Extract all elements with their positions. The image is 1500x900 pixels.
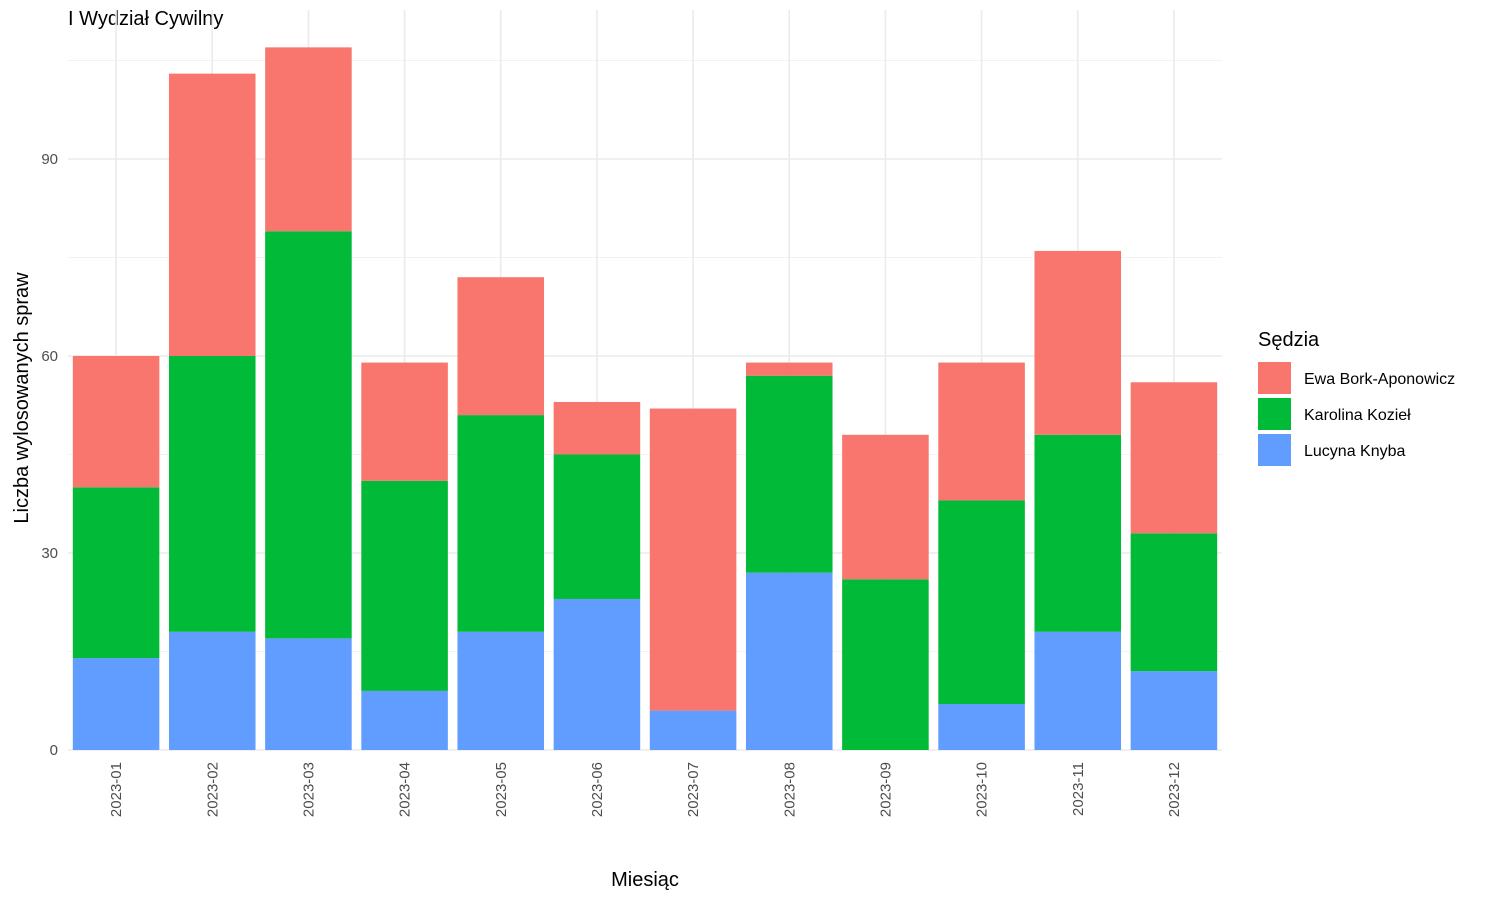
x-tick-label: 2023-09 <box>877 762 894 817</box>
bar-segment <box>938 500 1025 705</box>
bar-segment <box>649 710 737 750</box>
bar-segment <box>168 631 256 750</box>
bars <box>72 47 1218 750</box>
y-tick-label: 90 <box>41 151 58 168</box>
bar-segment <box>1034 631 1122 750</box>
legend-label: Lucyna Knyba <box>1304 443 1406 460</box>
x-axis-ticks: 2023-01 2023-02 2023-03 2023-04 2023-05 2023-… <box>108 762 1183 817</box>
bar-segment <box>265 638 352 750</box>
bar-segment <box>649 408 737 711</box>
bar-segment <box>265 47 352 232</box>
legend-key <box>1258 434 1291 466</box>
x-tick-label: 2023-08 <box>781 762 798 817</box>
bar-segment <box>745 362 833 376</box>
bar-segment <box>1130 382 1218 534</box>
x-tick-label: 2023-10 <box>974 762 991 817</box>
bar-segment <box>168 356 256 632</box>
bar-segment <box>168 73 256 356</box>
x-tick-label: 2023-03 <box>300 762 317 817</box>
bar-segment <box>553 454 641 599</box>
bar-segment <box>745 375 833 573</box>
x-tick-label: 2023-01 <box>108 762 125 817</box>
legend-label: Karolina Kozieł <box>1304 407 1411 424</box>
y-tick-label: 30 <box>41 545 58 562</box>
x-tick-label: 2023-05 <box>493 762 510 817</box>
bar-segment <box>842 579 929 750</box>
bar-segment <box>361 480 448 691</box>
legend-key <box>1258 362 1291 394</box>
x-tick-label: 2023-07 <box>685 762 702 817</box>
bar-segment <box>1130 671 1218 750</box>
bar-segment <box>457 277 545 416</box>
legend-title: Sędzia <box>1258 329 1320 351</box>
bar-segment <box>361 362 448 481</box>
bar-segment <box>72 658 160 750</box>
x-tick-label: 2023-04 <box>397 762 414 817</box>
bar-segment <box>457 631 545 750</box>
bar-segment <box>361 690 448 750</box>
x-tick-label: 2023-02 <box>204 762 221 817</box>
bar-segment <box>938 362 1025 501</box>
bar-segment <box>1034 250 1122 435</box>
bar-segment <box>72 487 160 659</box>
chart-title: I Wydział Cywilny <box>68 8 224 30</box>
y-axis-ticks: 0 30 60 90 <box>41 151 58 759</box>
bar-segment <box>1130 533 1218 672</box>
bar-segment <box>745 572 833 750</box>
bar-segment <box>457 415 545 632</box>
x-tick-label: 2023-06 <box>589 762 606 817</box>
bar-segment <box>553 598 641 750</box>
bar-segment <box>72 356 160 488</box>
y-tick-label: 60 <box>41 348 58 365</box>
y-axis-title: Liczba wylosowanych spraw <box>11 272 33 524</box>
legend-label: Ewa Bork-Aponowicz <box>1304 371 1455 388</box>
x-tick-label: 2023-11 <box>1070 762 1087 816</box>
x-tick-label: 2023-12 <box>1166 762 1183 817</box>
bar-segment <box>265 231 352 639</box>
bar-segment <box>1034 434 1122 632</box>
bar-segment <box>842 434 929 580</box>
legend-key <box>1258 398 1291 430</box>
bar-segment <box>553 401 641 455</box>
y-tick-label: 0 <box>50 742 58 759</box>
x-axis-title: Miesiąc <box>611 869 679 891</box>
bar-segment <box>938 704 1025 750</box>
legend: Sędzia Ewa Bork-Aponowicz Karolina Kozieł… <box>1258 329 1455 466</box>
